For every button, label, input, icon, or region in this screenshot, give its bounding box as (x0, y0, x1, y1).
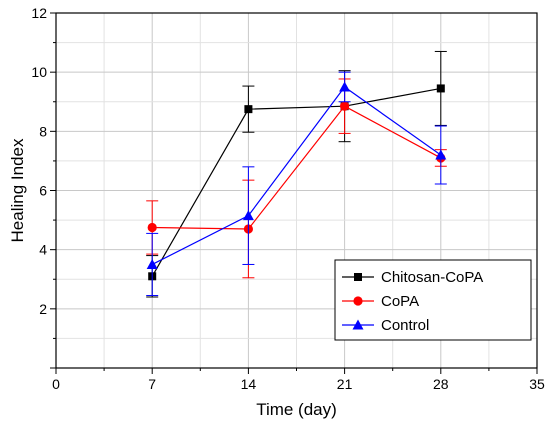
legend-label: CoPA (381, 293, 419, 310)
series-line (151, 87, 441, 277)
data-point (340, 101, 350, 111)
y-tick-label: 8 (39, 123, 47, 139)
data-point (436, 84, 445, 93)
series-control (146, 71, 447, 297)
y-tick-label: 2 (39, 301, 47, 317)
tick-labels: 0 7 14 21 28 35 2 4 6 8 10 12 (31, 5, 545, 392)
data-point (147, 222, 157, 233)
legend-marker (354, 273, 362, 281)
data-point (339, 81, 351, 92)
legend-label: Control (381, 317, 429, 334)
legend-label: Chitosan-CoPA (381, 269, 483, 286)
data-point (244, 105, 253, 114)
y-axis-title: Healing Index (8, 138, 27, 242)
legend-item: CoPA (342, 293, 419, 310)
legend: Chitosan-CoPA CoPA Control (334, 259, 532, 341)
legend-box (334, 259, 532, 341)
y-tick-label: 10 (31, 64, 47, 80)
y-tick-label: 12 (31, 5, 47, 21)
x-tick-label: 35 (529, 376, 545, 392)
x-tick-label: 0 (52, 376, 60, 392)
plot-frame (55, 12, 538, 369)
x-tick-label: 21 (337, 376, 353, 392)
data-point (242, 210, 254, 221)
series-layer (146, 50, 447, 298)
legend-item: Control (342, 317, 429, 334)
y-tick-label: 4 (39, 242, 47, 258)
y-tick-label: 6 (39, 183, 47, 199)
data-point (146, 258, 158, 269)
series-line (151, 86, 442, 265)
x-tick-label: 28 (433, 376, 449, 392)
x-tick-label: 7 (148, 376, 156, 392)
x-axis-title: Time (day) (256, 400, 337, 419)
x-tick-label: 14 (241, 376, 257, 392)
legend-marker (352, 319, 364, 330)
legend-item: Chitosan-CoPA (342, 269, 483, 286)
series-line (152, 105, 442, 230)
legend-marker (353, 296, 363, 306)
data-point (435, 149, 447, 160)
